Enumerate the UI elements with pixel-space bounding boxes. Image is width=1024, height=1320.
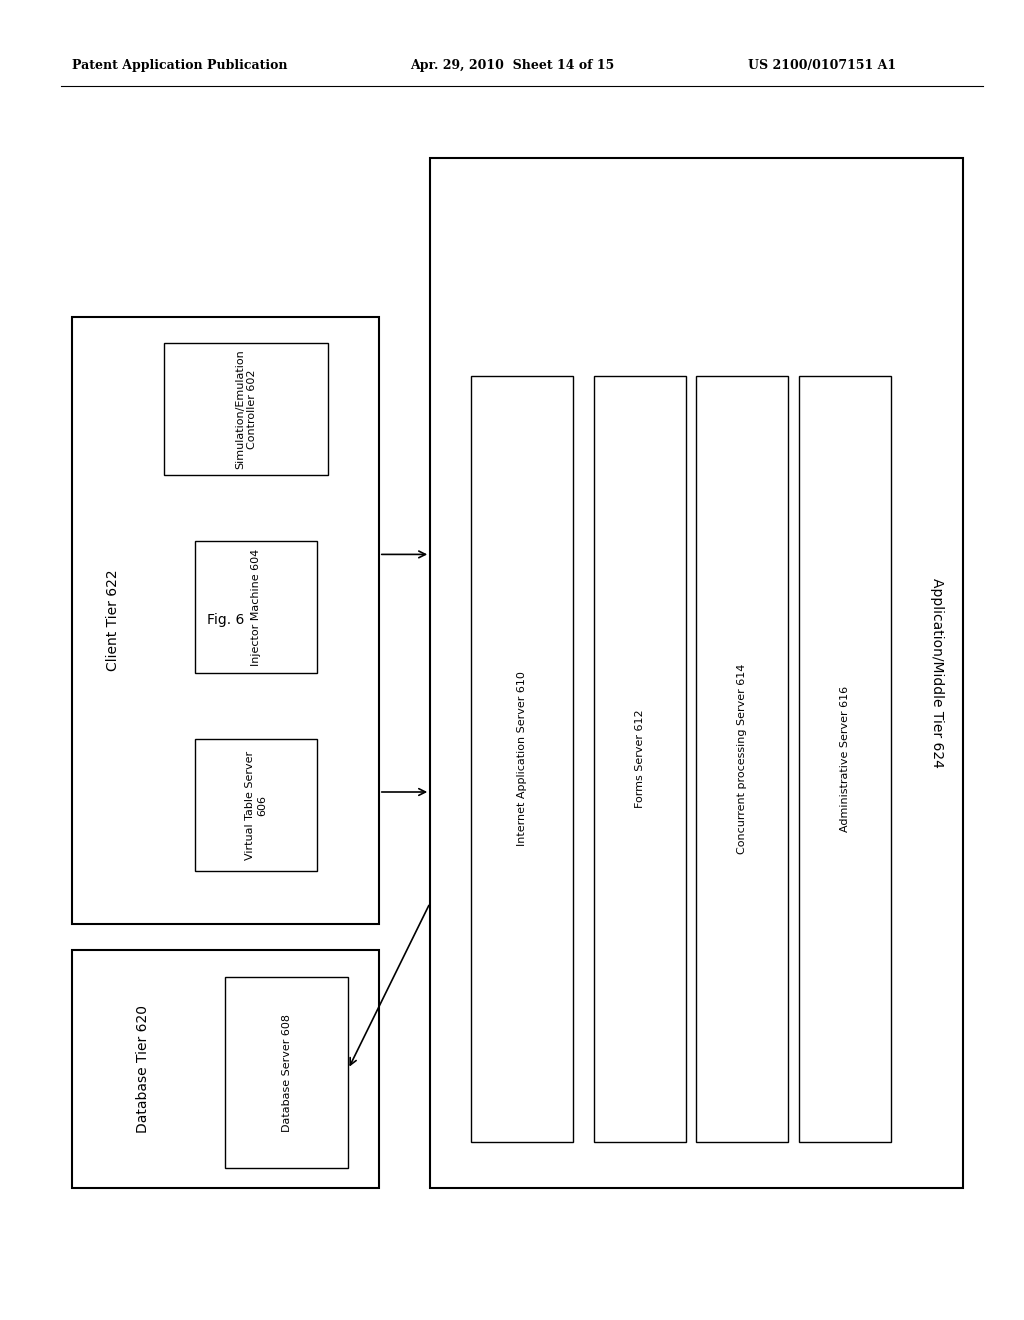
Text: Injector Machine 604: Injector Machine 604 [251, 549, 261, 665]
Text: Application/Middle Tier 624: Application/Middle Tier 624 [930, 578, 944, 768]
Text: Client Tier 622: Client Tier 622 [105, 570, 120, 671]
Text: Apr. 29, 2010  Sheet 14 of 15: Apr. 29, 2010 Sheet 14 of 15 [410, 59, 613, 73]
Text: Simulation/Emulation
Controller 602: Simulation/Emulation Controller 602 [234, 350, 257, 469]
Text: Concurrent processing Server 614: Concurrent processing Server 614 [737, 664, 748, 854]
FancyBboxPatch shape [594, 376, 686, 1142]
FancyBboxPatch shape [195, 541, 317, 673]
Text: Patent Application Publication: Patent Application Publication [72, 59, 287, 73]
Text: Database Tier 620: Database Tier 620 [136, 1006, 151, 1133]
Text: US 2100/0107151 A1: US 2100/0107151 A1 [748, 59, 896, 73]
FancyBboxPatch shape [72, 950, 379, 1188]
Text: Database Server 608: Database Server 608 [282, 1014, 292, 1131]
FancyBboxPatch shape [696, 376, 788, 1142]
Text: Administrative Server 616: Administrative Server 616 [840, 686, 850, 832]
Text: Internet Application Server 610: Internet Application Server 610 [517, 672, 527, 846]
Text: Forms Server 612: Forms Server 612 [635, 710, 645, 808]
FancyBboxPatch shape [195, 739, 317, 871]
FancyBboxPatch shape [471, 376, 573, 1142]
FancyBboxPatch shape [430, 158, 963, 1188]
Text: Fig. 6: Fig. 6 [207, 614, 244, 627]
FancyBboxPatch shape [72, 317, 379, 924]
FancyBboxPatch shape [225, 977, 348, 1168]
Text: Virtual Table Server
606: Virtual Table Server 606 [245, 751, 267, 859]
FancyBboxPatch shape [799, 376, 891, 1142]
FancyBboxPatch shape [164, 343, 328, 475]
